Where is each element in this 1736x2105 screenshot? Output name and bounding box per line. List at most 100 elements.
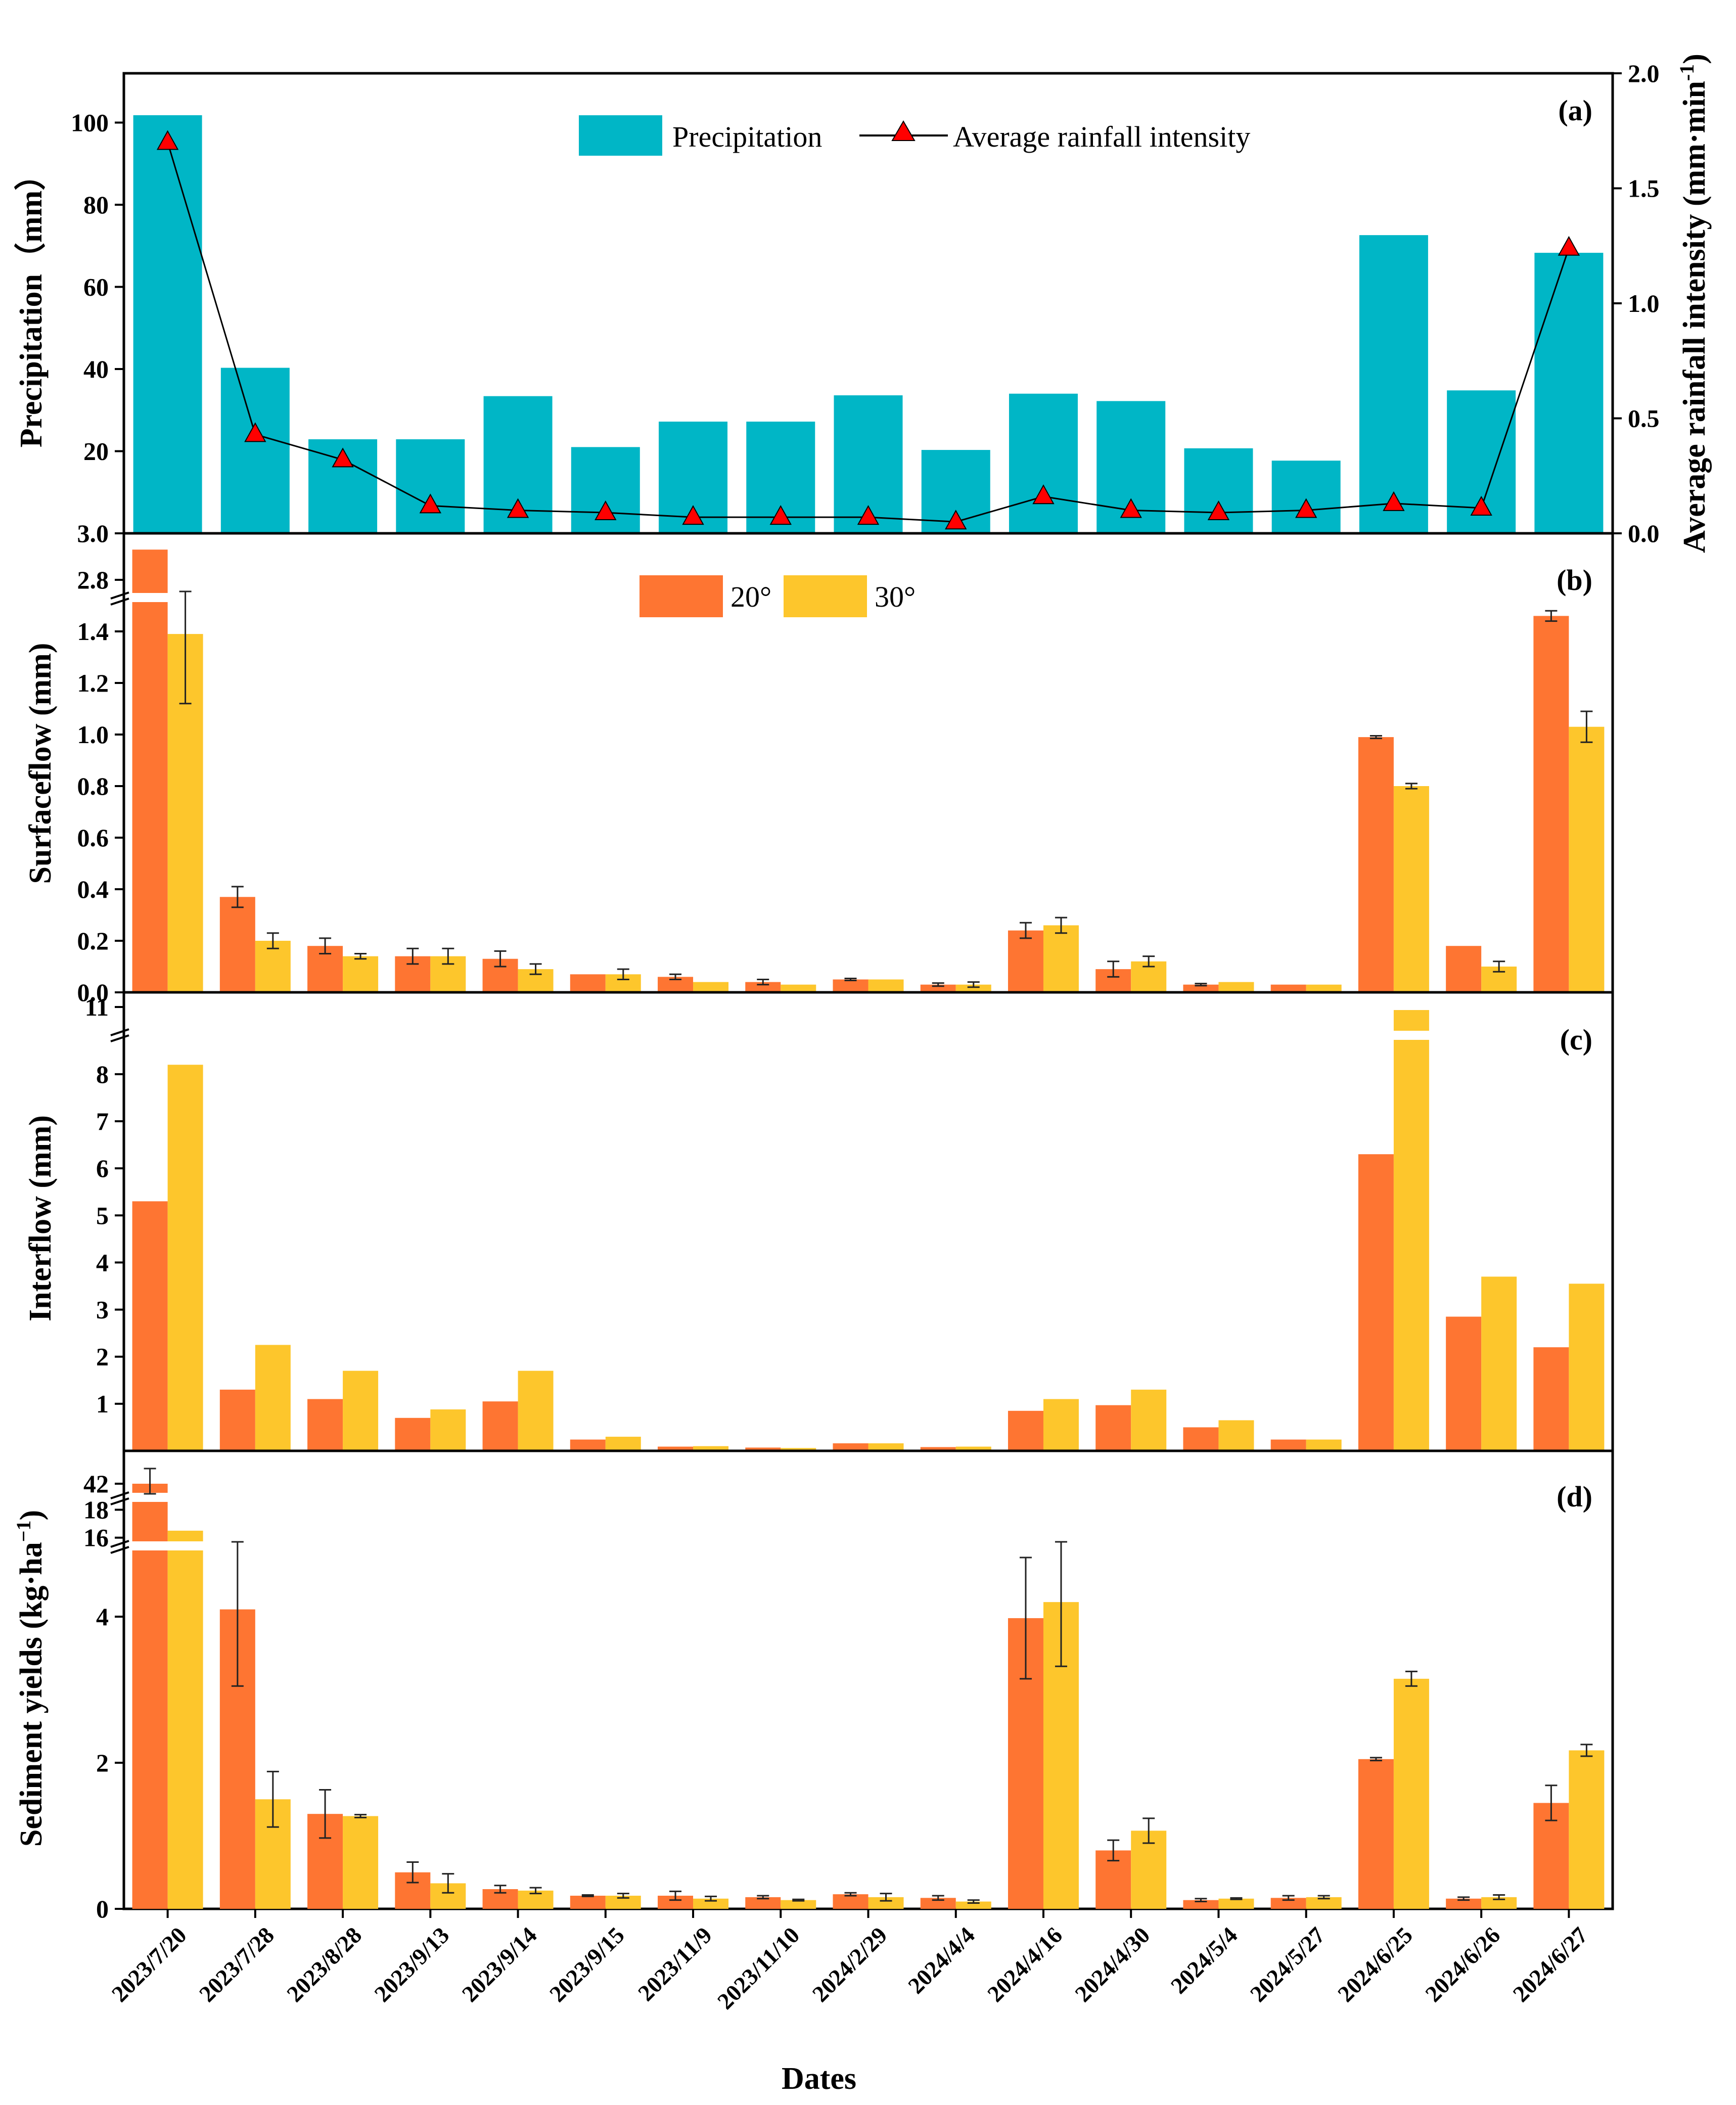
interflow-bar-30 [430, 1409, 466, 1451]
interflow-bar-30 [255, 1345, 291, 1451]
legend-label-20: 20° [730, 580, 771, 613]
panel-b-y-label: 1.2 [77, 669, 109, 697]
interflow-bar-20 [1008, 1410, 1043, 1451]
panel-b-y-label: 0.6 [77, 823, 109, 852]
intensity-marker [682, 505, 704, 525]
panel-a-y2-title: Average rainfall intensity (mm·min-1) [1675, 54, 1712, 553]
intensity-marker [1120, 498, 1142, 518]
sediment-bar-20 [833, 1894, 869, 1909]
panel-d-y-label: 0 [96, 1895, 109, 1923]
panel-b-label: (b) [1557, 564, 1592, 597]
interflow-bar-20 [570, 1439, 606, 1451]
panel-b-y-break-label: 3.0 [77, 519, 109, 547]
legend-marker-intensity [891, 120, 916, 141]
surfaceflow-bar-20 [920, 984, 956, 992]
interflow-bar-20 [1270, 1439, 1306, 1451]
surfaceflow-bar-20 [219, 897, 255, 992]
x-axis-title: Dates [782, 2062, 856, 2096]
x-tick-label: 2024/4/16 [982, 1922, 1067, 2007]
panel-c-y-label: 3 [96, 1296, 109, 1324]
panel-d-label: (d) [1557, 1480, 1592, 1513]
x-tick-label: 2024/6/25 [1333, 1922, 1418, 2007]
axis-break-mark [110, 1028, 129, 1036]
precipitation-bar [571, 447, 640, 533]
precipitation-bar [396, 439, 465, 533]
interflow-bar-30 [1218, 1420, 1254, 1451]
interflow-bar-20 [658, 1446, 694, 1451]
surfaceflow-bar-20 [1270, 984, 1306, 992]
intensity-marker [332, 447, 354, 468]
bar-break-gap [131, 1541, 169, 1550]
panel-d-y-title-sup: −1 [12, 1520, 35, 1542]
interflow-bar-20 [1358, 1154, 1394, 1451]
panel-a-y2-title-main: Average rainfall intensity (mm·min [1677, 81, 1712, 553]
interflow-bar-30 [605, 1437, 641, 1451]
sediment-bar-30 [1218, 1898, 1254, 1909]
bar-break-gap [131, 1493, 169, 1502]
axis-break-mark [110, 1034, 129, 1042]
surfaceflow-bar-20 [1358, 737, 1394, 992]
panel-d-y-break-label: 42 [83, 1470, 109, 1498]
axis-break-mark [110, 1546, 129, 1554]
surfaceflow-bar-20 [1446, 946, 1482, 992]
sediment-bar-20 [132, 1484, 168, 1909]
panel-c-y-label: 2 [96, 1343, 109, 1371]
legend-slope: 20° 30° [639, 575, 916, 617]
panel-b-y-label: 0.4 [77, 875, 109, 903]
panel-c-y-label: 1 [96, 1390, 109, 1418]
panel-c-y-break-label: 11 [85, 993, 109, 1021]
x-tick-label: 2023/11/9 [633, 1922, 717, 2006]
precipitation-bar [220, 368, 290, 533]
panel-a-y2-label: 2.0 [1628, 59, 1660, 87]
panel-b-y-label: 0.2 [77, 927, 109, 955]
interflow-bar-20 [482, 1401, 518, 1451]
interflow-bar-30 [955, 1446, 991, 1451]
intensity-marker [1295, 498, 1317, 518]
x-tick-label: 2023/11/10 [712, 1922, 804, 2014]
sediment-bar-30 [1569, 1750, 1605, 1909]
sediment-bar-30 [1481, 1897, 1517, 1909]
panel-b-y-break-label: 2.8 [77, 566, 109, 594]
sediment-bar-30 [1306, 1897, 1342, 1909]
interflow-bar-30 [1306, 1439, 1342, 1451]
panel-a-y2-label: 1.5 [1628, 174, 1660, 203]
surfaceflow-bar-20 [132, 550, 168, 992]
surfaceflow-bar-30 [693, 982, 729, 992]
sediment-bar-20 [1270, 1898, 1306, 1909]
precipitation-bar [1184, 448, 1253, 533]
legend-swatch-precipitation [579, 115, 662, 156]
sediment-bar-20 [1446, 1898, 1482, 1909]
x-tick-label: 2023/9/14 [457, 1922, 542, 2007]
x-tick-label: 2024/6/27 [1507, 1922, 1592, 2007]
x-tick-label: 2024/4/30 [1070, 1922, 1155, 2007]
panel-b-y-label: 0.8 [77, 772, 109, 800]
surfaceflow-bar-20 [1008, 930, 1043, 992]
surfaceflow-bar-30 [955, 984, 991, 992]
x-tick-label: 2023/7/20 [107, 1922, 192, 2007]
interflow-bar-30 [1569, 1284, 1605, 1451]
panel-a-y-label: 80 [83, 191, 109, 219]
plot-layer: 204060801000.00.51.01.52.0(a)Precipitati… [12, 54, 1712, 2014]
interflow-bar-30 [343, 1370, 379, 1451]
x-tick-label: 2024/6/26 [1420, 1922, 1505, 2007]
panel-b-y-title: Surfaceflow (mm) [23, 643, 58, 884]
legend-swatch-30 [784, 575, 867, 617]
panel-c-y-title: Interflow (mm) [23, 1115, 58, 1321]
panel-d-y-label: 4 [96, 1603, 109, 1631]
intensity-marker [769, 505, 792, 525]
precipitation-bar [133, 115, 202, 533]
legend-label-precipitation: Precipitation [672, 120, 822, 153]
sediment-bar-30 [343, 1816, 379, 1909]
interflow-bar-20 [1533, 1347, 1569, 1451]
bar-break-gap [131, 593, 169, 602]
panel-b-y-label: 1.0 [77, 720, 109, 749]
legend-swatch-20 [639, 575, 723, 617]
x-tick-label: 2024/2/29 [807, 1922, 892, 2007]
interflow-bar-30 [167, 1065, 203, 1451]
intensity-marker [1207, 500, 1230, 521]
interflow-bar-20 [920, 1447, 956, 1451]
precipitation-bar [1359, 235, 1428, 533]
sediment-bar-20 [1358, 1759, 1394, 1909]
axis-break-mark [110, 1540, 129, 1548]
intensity-marker [857, 505, 880, 525]
